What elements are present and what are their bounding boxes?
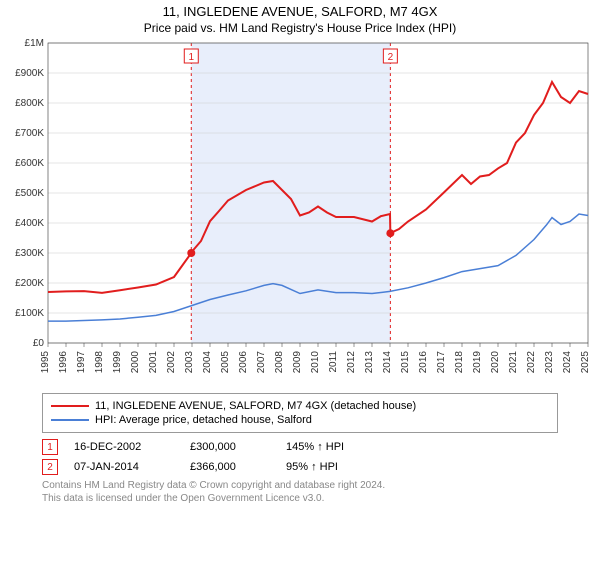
- svg-text:2020: 2020: [490, 351, 501, 374]
- svg-text:2019: 2019: [472, 351, 483, 374]
- legend-label: HPI: Average price, detached house, Salf…: [95, 414, 312, 426]
- legend: 11, INGLEDENE AVENUE, SALFORD, M7 4GX (d…: [42, 393, 558, 433]
- svg-text:1999: 1999: [112, 351, 123, 374]
- sale-date: 07-JAN-2014: [74, 461, 174, 473]
- legend-label: 11, INGLEDENE AVENUE, SALFORD, M7 4GX (d…: [95, 400, 416, 412]
- svg-text:1998: 1998: [94, 351, 105, 374]
- svg-text:2016: 2016: [418, 351, 429, 374]
- svg-text:1996: 1996: [58, 351, 69, 374]
- legend-item: HPI: Average price, detached house, Salf…: [51, 414, 549, 426]
- sale-row: 2 07-JAN-2014 £366,000 95% ↑ HPI: [42, 459, 558, 475]
- svg-text:2018: 2018: [454, 351, 465, 374]
- svg-text:£0: £0: [33, 338, 45, 349]
- legend-item: 11, INGLEDENE AVENUE, SALFORD, M7 4GX (d…: [51, 400, 549, 412]
- svg-text:£300K: £300K: [15, 248, 44, 259]
- svg-text:£700K: £700K: [15, 128, 44, 139]
- sale-marker-box: 2: [42, 459, 58, 475]
- svg-text:2014: 2014: [382, 351, 393, 374]
- svg-text:1: 1: [188, 52, 194, 63]
- svg-text:2005: 2005: [220, 351, 231, 374]
- svg-text:2010: 2010: [310, 351, 321, 374]
- legend-swatch: [51, 405, 89, 407]
- svg-text:1995: 1995: [40, 351, 51, 374]
- legend-swatch: [51, 419, 89, 421]
- svg-text:2015: 2015: [400, 351, 411, 374]
- svg-text:2: 2: [388, 52, 394, 63]
- footer-line-1: Contains HM Land Registry data © Crown c…: [42, 479, 558, 492]
- svg-text:2017: 2017: [436, 351, 447, 374]
- svg-text:2006: 2006: [238, 351, 249, 374]
- sale-price: £366,000: [190, 461, 270, 473]
- svg-text:£900K: £900K: [15, 68, 44, 79]
- sale-pct: 95% ↑ HPI: [286, 461, 366, 473]
- footer-attribution: Contains HM Land Registry data © Crown c…: [42, 479, 558, 505]
- sale-date: 16-DEC-2002: [74, 441, 174, 453]
- sales-table: 1 16-DEC-2002 £300,000 145% ↑ HPI 2 07-JAN-20…: [42, 439, 558, 475]
- svg-text:£200K: £200K: [15, 278, 44, 289]
- page-subtitle: Price paid vs. HM Land Registry's House …: [0, 21, 600, 35]
- svg-text:2009: 2009: [292, 351, 303, 374]
- svg-text:£100K: £100K: [15, 308, 44, 319]
- svg-text:2000: 2000: [130, 351, 141, 374]
- svg-text:2012: 2012: [346, 351, 357, 374]
- svg-text:2007: 2007: [256, 351, 267, 374]
- svg-text:£400K: £400K: [15, 218, 44, 229]
- svg-text:£1M: £1M: [25, 39, 44, 49]
- svg-text:2013: 2013: [364, 351, 375, 374]
- sale-marker-box: 1: [42, 439, 58, 455]
- svg-text:2024: 2024: [562, 351, 573, 374]
- svg-text:£500K: £500K: [15, 188, 44, 199]
- svg-text:£600K: £600K: [15, 158, 44, 169]
- svg-text:2011: 2011: [328, 351, 339, 373]
- svg-text:2008: 2008: [274, 351, 285, 374]
- line-chart: £0 £100K £200K £300K £400K £500K £600K £700K £80…: [6, 39, 596, 389]
- chart-container: £0 £100K £200K £300K £400K £500K £600K £700K £80…: [6, 39, 596, 389]
- svg-text:2023: 2023: [544, 351, 555, 374]
- page-title: 11, INGLEDENE AVENUE, SALFORD, M7 4GX: [0, 4, 600, 19]
- svg-text:2003: 2003: [184, 351, 195, 374]
- footer-line-2: This data is licensed under the Open Gov…: [42, 492, 558, 505]
- sale-row: 1 16-DEC-2002 £300,000 145% ↑ HPI: [42, 439, 558, 455]
- sale-price: £300,000: [190, 441, 270, 453]
- svg-text:2001: 2001: [148, 351, 159, 374]
- sale-pct: 145% ↑ HPI: [286, 441, 366, 453]
- svg-text:£800K: £800K: [15, 98, 44, 109]
- svg-text:2021: 2021: [508, 351, 519, 374]
- svg-text:2004: 2004: [202, 351, 213, 374]
- svg-text:2025: 2025: [580, 351, 591, 374]
- svg-text:2002: 2002: [166, 351, 177, 374]
- svg-text:2022: 2022: [526, 351, 537, 374]
- svg-text:1997: 1997: [76, 351, 87, 374]
